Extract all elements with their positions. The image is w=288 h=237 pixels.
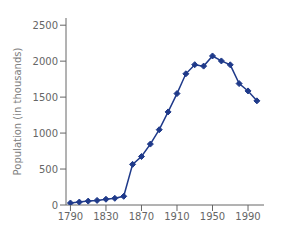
svg-text:1910: 1910: [164, 211, 189, 222]
svg-text:0: 0: [52, 200, 58, 211]
svg-text:1870: 1870: [129, 211, 154, 222]
svg-text:Population (in thousands): Population (in thousands): [12, 48, 23, 176]
svg-text:1830: 1830: [93, 211, 118, 222]
svg-text:500: 500: [39, 164, 58, 175]
svg-text:1000: 1000: [33, 128, 58, 139]
svg-text:2000: 2000: [33, 56, 58, 67]
svg-text:1990: 1990: [235, 211, 260, 222]
svg-text:1790: 1790: [58, 211, 83, 222]
svg-text:1950: 1950: [200, 211, 225, 222]
svg-text:1500: 1500: [33, 92, 58, 103]
svg-text:2500: 2500: [33, 20, 58, 31]
